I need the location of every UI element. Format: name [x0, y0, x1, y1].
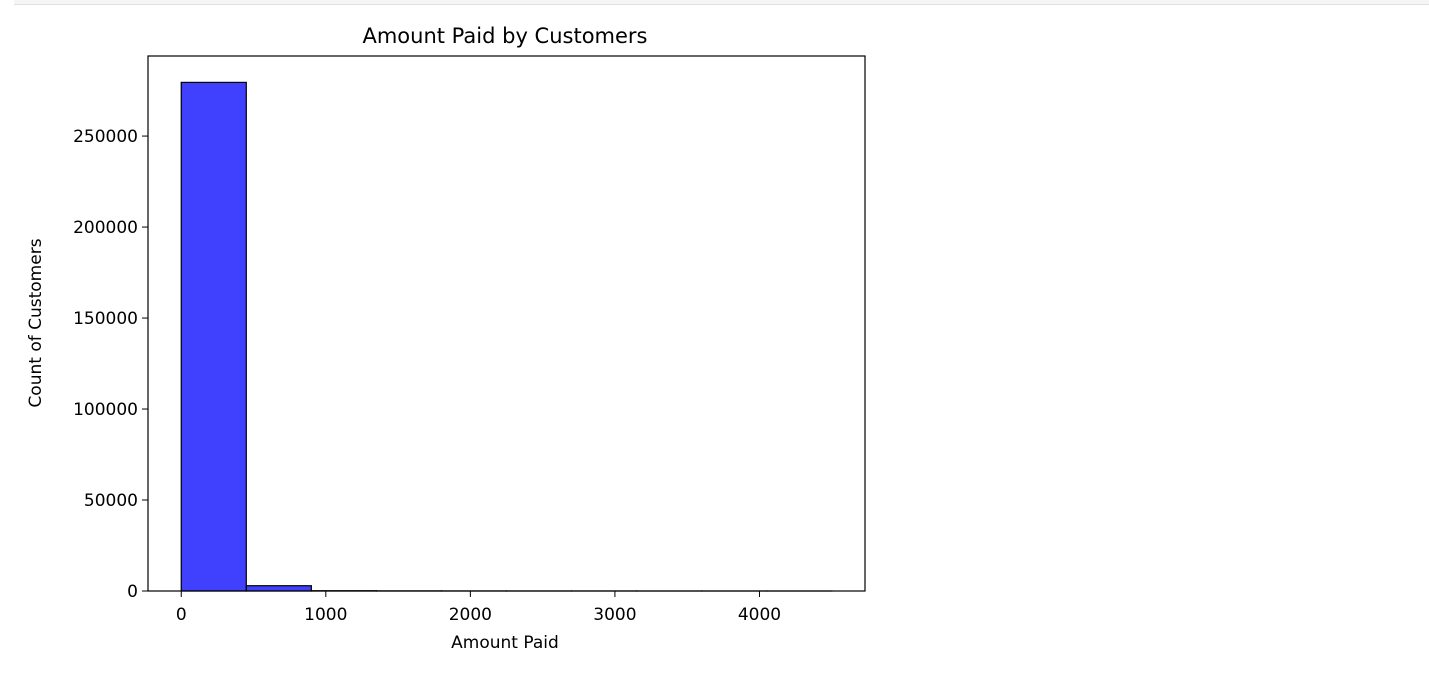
x-tick-label: 2000 — [449, 605, 492, 625]
y-axis-label: Count of Customers — [26, 238, 46, 407]
chart-title: Amount Paid by Customers — [362, 24, 647, 48]
histogram-bar — [180, 81, 247, 592]
x-axis-label: Amount Paid — [451, 633, 559, 653]
y-tick-label: 50000 — [84, 491, 138, 511]
y-tick-label: 200000 — [73, 218, 138, 238]
y-tick-label: 150000 — [73, 309, 138, 329]
y-axis-ticks: 0 50000 100000 150000 200000 250000 — [73, 127, 148, 602]
y-tick-label: 100000 — [73, 400, 138, 420]
x-tick-label: 3000 — [593, 605, 636, 625]
x-tick-label: 0 — [176, 605, 187, 625]
y-tick-label: 0 — [127, 582, 138, 602]
x-axis-ticks: 0 1000 2000 3000 4000 — [176, 591, 781, 625]
bars-group — [180, 81, 833, 592]
cell-top-border — [14, 0, 1429, 5]
y-tick-label: 250000 — [73, 127, 138, 147]
plot-frame — [147, 55, 866, 592]
x-tick-label: 4000 — [738, 605, 781, 625]
x-tick-label: 1000 — [304, 605, 347, 625]
histogram-bar — [245, 585, 312, 592]
